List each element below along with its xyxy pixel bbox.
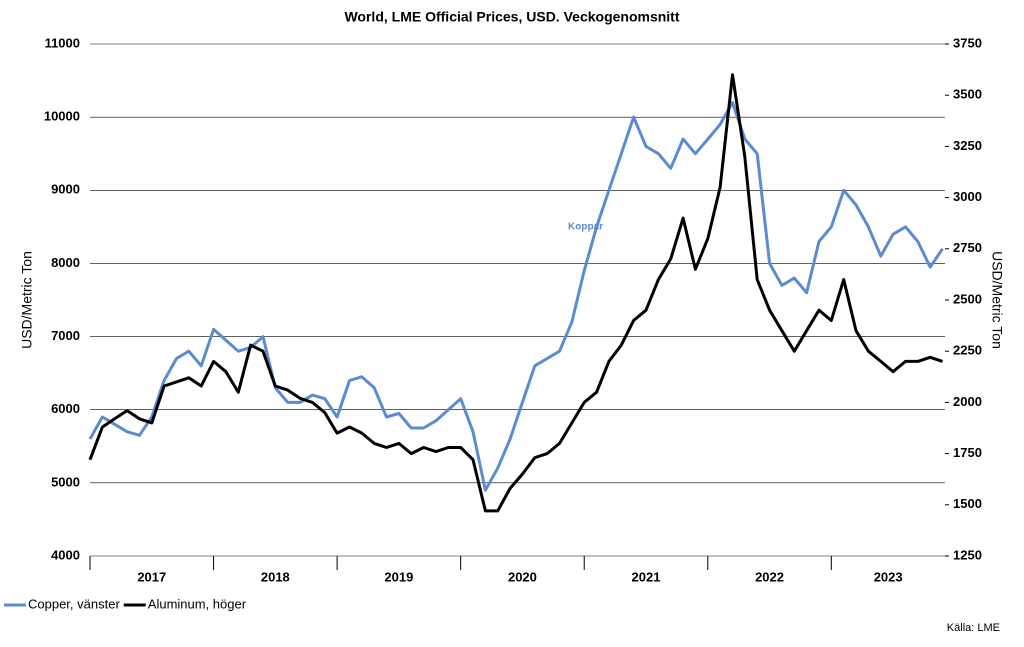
- x-tick-label: 2020: [508, 569, 537, 584]
- y2-tick-label: 2750: [953, 240, 982, 255]
- x-tick-label: 2023: [874, 569, 903, 584]
- y-tick-label: 9000: [51, 182, 80, 197]
- legend-label: Aluminum, höger: [148, 596, 247, 611]
- x-tick-label: 2021: [632, 569, 661, 584]
- line-series: [88, 73, 943, 513]
- y2-tick-label: 3250: [953, 138, 982, 153]
- line-series: [88, 101, 944, 492]
- x-tick-label: 2019: [384, 569, 413, 584]
- y2-tick-label: 3000: [953, 189, 982, 204]
- y-tick-label: 4000: [51, 547, 80, 562]
- y-tick-label: 10000: [44, 109, 80, 124]
- y-tick-label: 7000: [51, 328, 80, 343]
- y-tick-label: 8000: [51, 255, 80, 270]
- chart-title: World, LME Official Prices, USD. Veckoge…: [344, 9, 679, 25]
- x-tick-label: 2017: [137, 569, 166, 584]
- y2-tick-label: 1250: [953, 547, 982, 562]
- y2-tick-label: 2000: [953, 394, 982, 409]
- y-axis-title: USD/Metric Ton: [19, 251, 35, 349]
- x-tick-label: 2022: [755, 569, 784, 584]
- source: Källa: LME: [947, 622, 1000, 634]
- y-tick-label: 5000: [51, 474, 80, 489]
- y-tick-label: 6000: [51, 401, 80, 416]
- y2-axis-title: USD/Metric Ton: [989, 251, 1005, 349]
- y2-tick-label: 3750: [953, 35, 982, 50]
- y2-tick-label: 1750: [953, 445, 982, 460]
- y-tick-label: 11000: [45, 35, 80, 50]
- y2-tick-label: 2250: [953, 343, 982, 358]
- y2-tick-label: 2500: [953, 291, 982, 306]
- y2-tick-label: 3500: [953, 87, 982, 102]
- y2-tick-label: 1500: [953, 496, 982, 511]
- x-tick-label: 2018: [261, 569, 290, 584]
- legend-label: Copper, vänster: [28, 596, 120, 611]
- annotation: Koppar: [568, 222, 603, 233]
